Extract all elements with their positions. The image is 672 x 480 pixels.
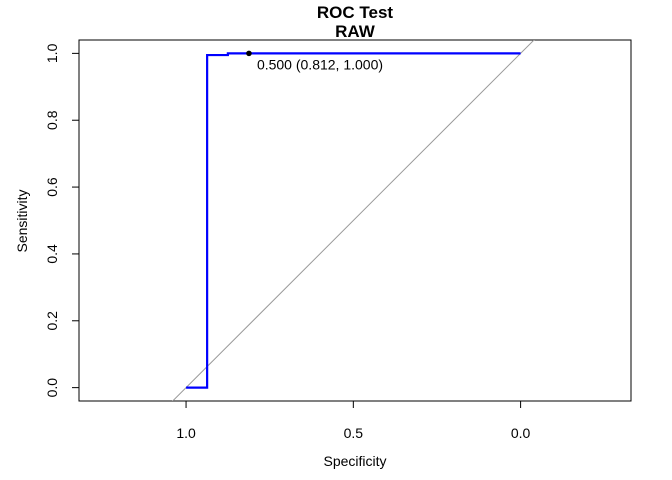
y-tick-label: 0.2 <box>44 311 60 331</box>
y-tick-label: 0.6 <box>44 177 60 197</box>
y-tick-label: 0.4 <box>44 244 60 264</box>
chart-title: ROC Test <box>317 3 394 22</box>
x-tick-label: 1.0 <box>176 425 196 441</box>
x-tick-label: 0.0 <box>511 425 531 441</box>
plot-frame <box>78 39 632 402</box>
y-axis-label: Sensitivity <box>14 189 30 252</box>
y-tick-label: 0.0 <box>44 378 60 398</box>
threshold-point <box>246 50 252 57</box>
threshold-point-label: 0.500 (0.812, 1.000) <box>257 56 383 72</box>
x-axis: 1.0 0.5 0.0 <box>176 400 531 441</box>
x-tick-label: 0.5 <box>344 425 364 441</box>
reference-diagonal-line <box>171 40 535 401</box>
y-axis: 0.0 0.2 0.4 0.6 0.8 1.0 <box>44 43 80 398</box>
x-axis-label: Specificity <box>323 453 386 469</box>
threshold-point-layer: 0.500 (0.812, 1.000) <box>246 50 383 72</box>
reference-line-layer <box>171 40 535 401</box>
y-tick-label: 0.8 <box>44 110 60 130</box>
chart-subtitle: RAW <box>335 22 376 41</box>
y-tick-label: 1.0 <box>44 43 60 63</box>
